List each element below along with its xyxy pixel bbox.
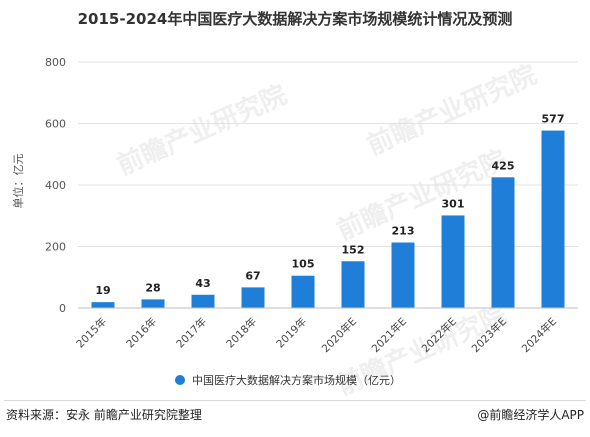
y-tick-label: 800	[45, 56, 66, 69]
y-tick-label: 200	[45, 241, 66, 254]
x-tick-label: 2022年E	[419, 315, 459, 355]
footer: 资料来源：安永 前瞻产业研究院整理 @前瞻经济学人APP	[6, 406, 584, 426]
data-label: 67	[245, 269, 260, 282]
x-tick-label: 2023年E	[469, 315, 509, 355]
data-label: 105	[292, 258, 315, 271]
data-label: 28	[145, 281, 160, 294]
y-tick-label: 0	[59, 302, 66, 315]
x-tick-label: 2016年	[124, 315, 160, 351]
data-label: 425	[492, 159, 515, 172]
bar	[491, 177, 515, 308]
source-note: 资料来源：安永 前瞻产业研究院整理	[6, 408, 202, 422]
data-label: 152	[342, 243, 365, 256]
bar-chart: 0 200 400 600 800 单位：亿元 19 28 43 67 105 152 213 301…	[11, 56, 578, 387]
x-tick-label: 2017年	[174, 315, 210, 351]
bar	[191, 294, 215, 308]
bar	[541, 130, 565, 308]
data-label: 19	[95, 284, 110, 297]
data-label: 577	[542, 113, 565, 126]
x-tick-label: 2018年	[224, 315, 260, 351]
bar	[391, 242, 415, 308]
bar	[241, 287, 265, 308]
y-axis-label: 单位：亿元	[11, 154, 25, 209]
x-tick-label: 2021年E	[369, 315, 409, 355]
bar	[141, 299, 165, 308]
data-labels: 19 28 43 67 105 152 213 301 425 577	[95, 113, 564, 298]
bars	[91, 130, 565, 308]
bar	[91, 302, 115, 308]
y-axis-ticks: 0 200 400 600 800	[45, 56, 66, 315]
y-tick-label: 600	[45, 118, 66, 131]
footer-divider	[4, 400, 586, 401]
x-axis-ticks: 2015年 2016年 2017年 2018年 2019年 2020年E 2021年E 202…	[74, 315, 560, 355]
legend: 中国医疗大数据解决方案市场规模（亿元）	[175, 373, 401, 387]
data-label: 301	[442, 197, 465, 210]
chart-title: 2015-2024年中国医疗大数据解决方案市场规模统计情况及预测	[77, 10, 513, 28]
x-tick-label: 2024年E	[519, 315, 559, 355]
x-tick-label: 2019年	[274, 315, 310, 351]
x-tick-label: 2020年E	[319, 315, 359, 355]
bar	[291, 275, 315, 308]
data-label: 43	[195, 277, 210, 290]
y-tick-label: 400	[45, 179, 66, 192]
bar	[341, 261, 365, 308]
bar	[441, 215, 465, 308]
legend-label: 中国医疗大数据解决方案市场规模（亿元）	[192, 373, 401, 387]
data-label: 213	[392, 225, 415, 238]
legend-marker	[175, 375, 185, 385]
x-tick-label: 2015年	[74, 315, 110, 351]
brand-note: @前瞻经济学人APP	[477, 408, 584, 422]
